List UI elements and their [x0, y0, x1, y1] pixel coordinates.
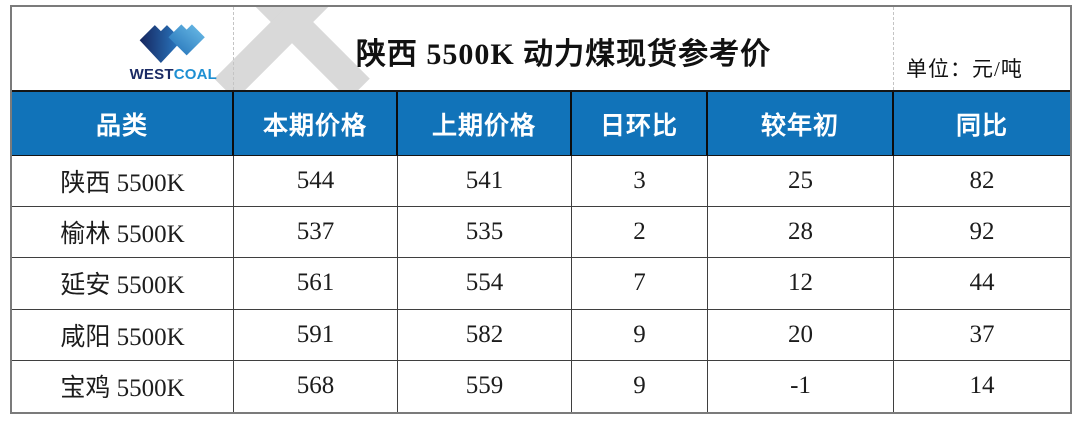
column-header-previous-price: 上期价格: [398, 92, 572, 156]
table-cell: 92: [894, 207, 1070, 259]
table-cell: 9: [572, 309, 708, 361]
brand-west: WEST: [129, 65, 174, 83]
table-cell: 82: [894, 156, 1070, 208]
table-cell: 37: [894, 309, 1070, 361]
price-table: 品类 本期价格 上期价格 日环比 较年初 同比 陕西 5500K 544 541…: [12, 90, 1070, 412]
table-cell: 561: [234, 258, 398, 310]
row-label: 宝鸡 5500K: [12, 360, 234, 412]
table-cell: 559: [398, 360, 572, 412]
table-cell: 568: [234, 360, 398, 412]
table-cell: 541: [398, 156, 572, 208]
table-cell: 554: [398, 258, 572, 310]
table-cell: 44: [894, 258, 1070, 310]
table-cell: 25: [708, 156, 894, 208]
column-header-ytd-change: 较年初: [708, 92, 894, 156]
report-title: 陕西 5500K 动力煤现货参考价: [355, 37, 772, 71]
table-cell: 28: [708, 207, 894, 259]
column-header-yoy-change: 同比: [894, 92, 1070, 156]
table-cell: 20: [708, 309, 894, 361]
row-label: 延安 5500K: [12, 258, 234, 310]
price-table-card: WESTCOAL 陕西 5500K 动力煤现货参考价 单位：元/吨 品类 本期价…: [10, 5, 1072, 414]
column-header-category: 品类: [12, 92, 234, 156]
table-cell: 544: [234, 156, 398, 208]
table-cell: -1: [708, 360, 894, 412]
unit-label: 单位：元/吨: [906, 57, 1023, 81]
table-cell: 582: [398, 309, 572, 361]
table-cell: 535: [398, 207, 572, 259]
table-cell: 2: [572, 207, 708, 259]
table-cell: 14: [894, 360, 1070, 412]
title-cell: 陕西 5500K 动力煤现货参考价: [234, 7, 894, 90]
table-cell: 9: [572, 360, 708, 412]
table-cell: 537: [234, 207, 398, 259]
westcoal-w-icon: [139, 23, 206, 63]
row-label: 榆林 5500K: [12, 207, 234, 259]
column-header-current-price: 本期价格: [234, 92, 398, 156]
table-cell: 591: [234, 309, 398, 361]
table-cell: 12: [708, 258, 894, 310]
table-cell: 7: [572, 258, 708, 310]
westcoal-logo: WESTCOAL: [130, 16, 217, 82]
column-header-daily-change: 日环比: [572, 92, 708, 156]
logo-cell: WESTCOAL: [12, 7, 234, 90]
row-label: 陕西 5500K: [12, 156, 234, 208]
row-label: 咸阳 5500K: [12, 309, 234, 361]
brand-text: WESTCOAL: [130, 67, 217, 82]
report-header: WESTCOAL 陕西 5500K 动力煤现货参考价 单位：元/吨: [12, 7, 1070, 90]
table-cell: 3: [572, 156, 708, 208]
unit-cell: 单位：元/吨: [894, 7, 1070, 90]
brand-coal: COAL: [173, 65, 217, 83]
